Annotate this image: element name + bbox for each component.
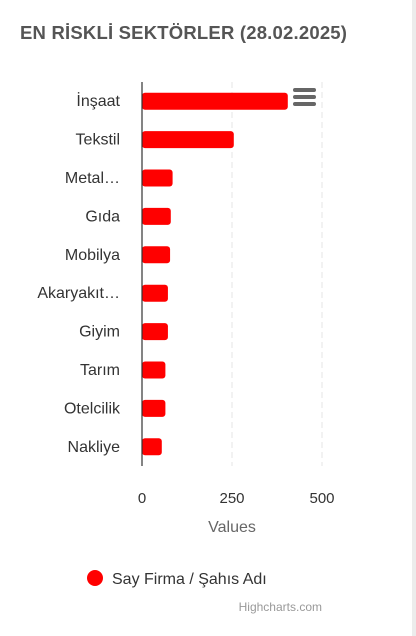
x-axis-title: Values (208, 519, 256, 536)
legend-label: Say Firma / Şahıs Adı (112, 571, 267, 588)
bar[interactable] (142, 438, 162, 456)
category-label: İnşaat (76, 91, 120, 110)
legend-item[interactable]: Say Firma / Şahıs Adı (87, 570, 267, 588)
bar[interactable] (142, 169, 173, 187)
category-label: Otelcilik (64, 400, 121, 417)
bar[interactable] (142, 131, 234, 149)
category-label: Metal… (65, 170, 120, 187)
bar[interactable] (142, 323, 168, 341)
category-labels: İnşaat Tekstil Metal… Gıda Mobilya Akaryakıt…… (37, 91, 121, 456)
credits-link[interactable]: Highcharts.com (239, 600, 322, 614)
category-label: Tekstil (76, 132, 120, 149)
bar[interactable] (142, 361, 166, 379)
bar[interactable] (142, 246, 171, 264)
bar[interactable] (142, 284, 168, 302)
x-tick-label: 250 (219, 490, 244, 507)
category-label: Gıda (85, 208, 120, 225)
category-label: Nakliye (68, 439, 121, 456)
category-label: Giyim (79, 324, 120, 341)
x-tick-labels: 0 250 500 (138, 490, 335, 507)
bar[interactable] (142, 207, 171, 225)
category-label: Tarım (80, 362, 120, 379)
bar[interactable] (142, 92, 288, 110)
bar[interactable] (142, 399, 166, 417)
x-tick-label: 500 (309, 490, 334, 507)
hamburger-menu-icon[interactable] (290, 84, 320, 110)
gridlines (231, 82, 323, 466)
chart-title: EN RİSKLİ SEKTÖRLER (28.02.2025) (20, 22, 348, 43)
legend-marker (87, 570, 103, 586)
category-label: Akaryakıt… (37, 285, 120, 302)
frame-edge (412, 0, 416, 636)
category-label: Mobilya (65, 247, 120, 264)
bars (142, 92, 288, 456)
x-tick-label: 0 (138, 490, 146, 507)
